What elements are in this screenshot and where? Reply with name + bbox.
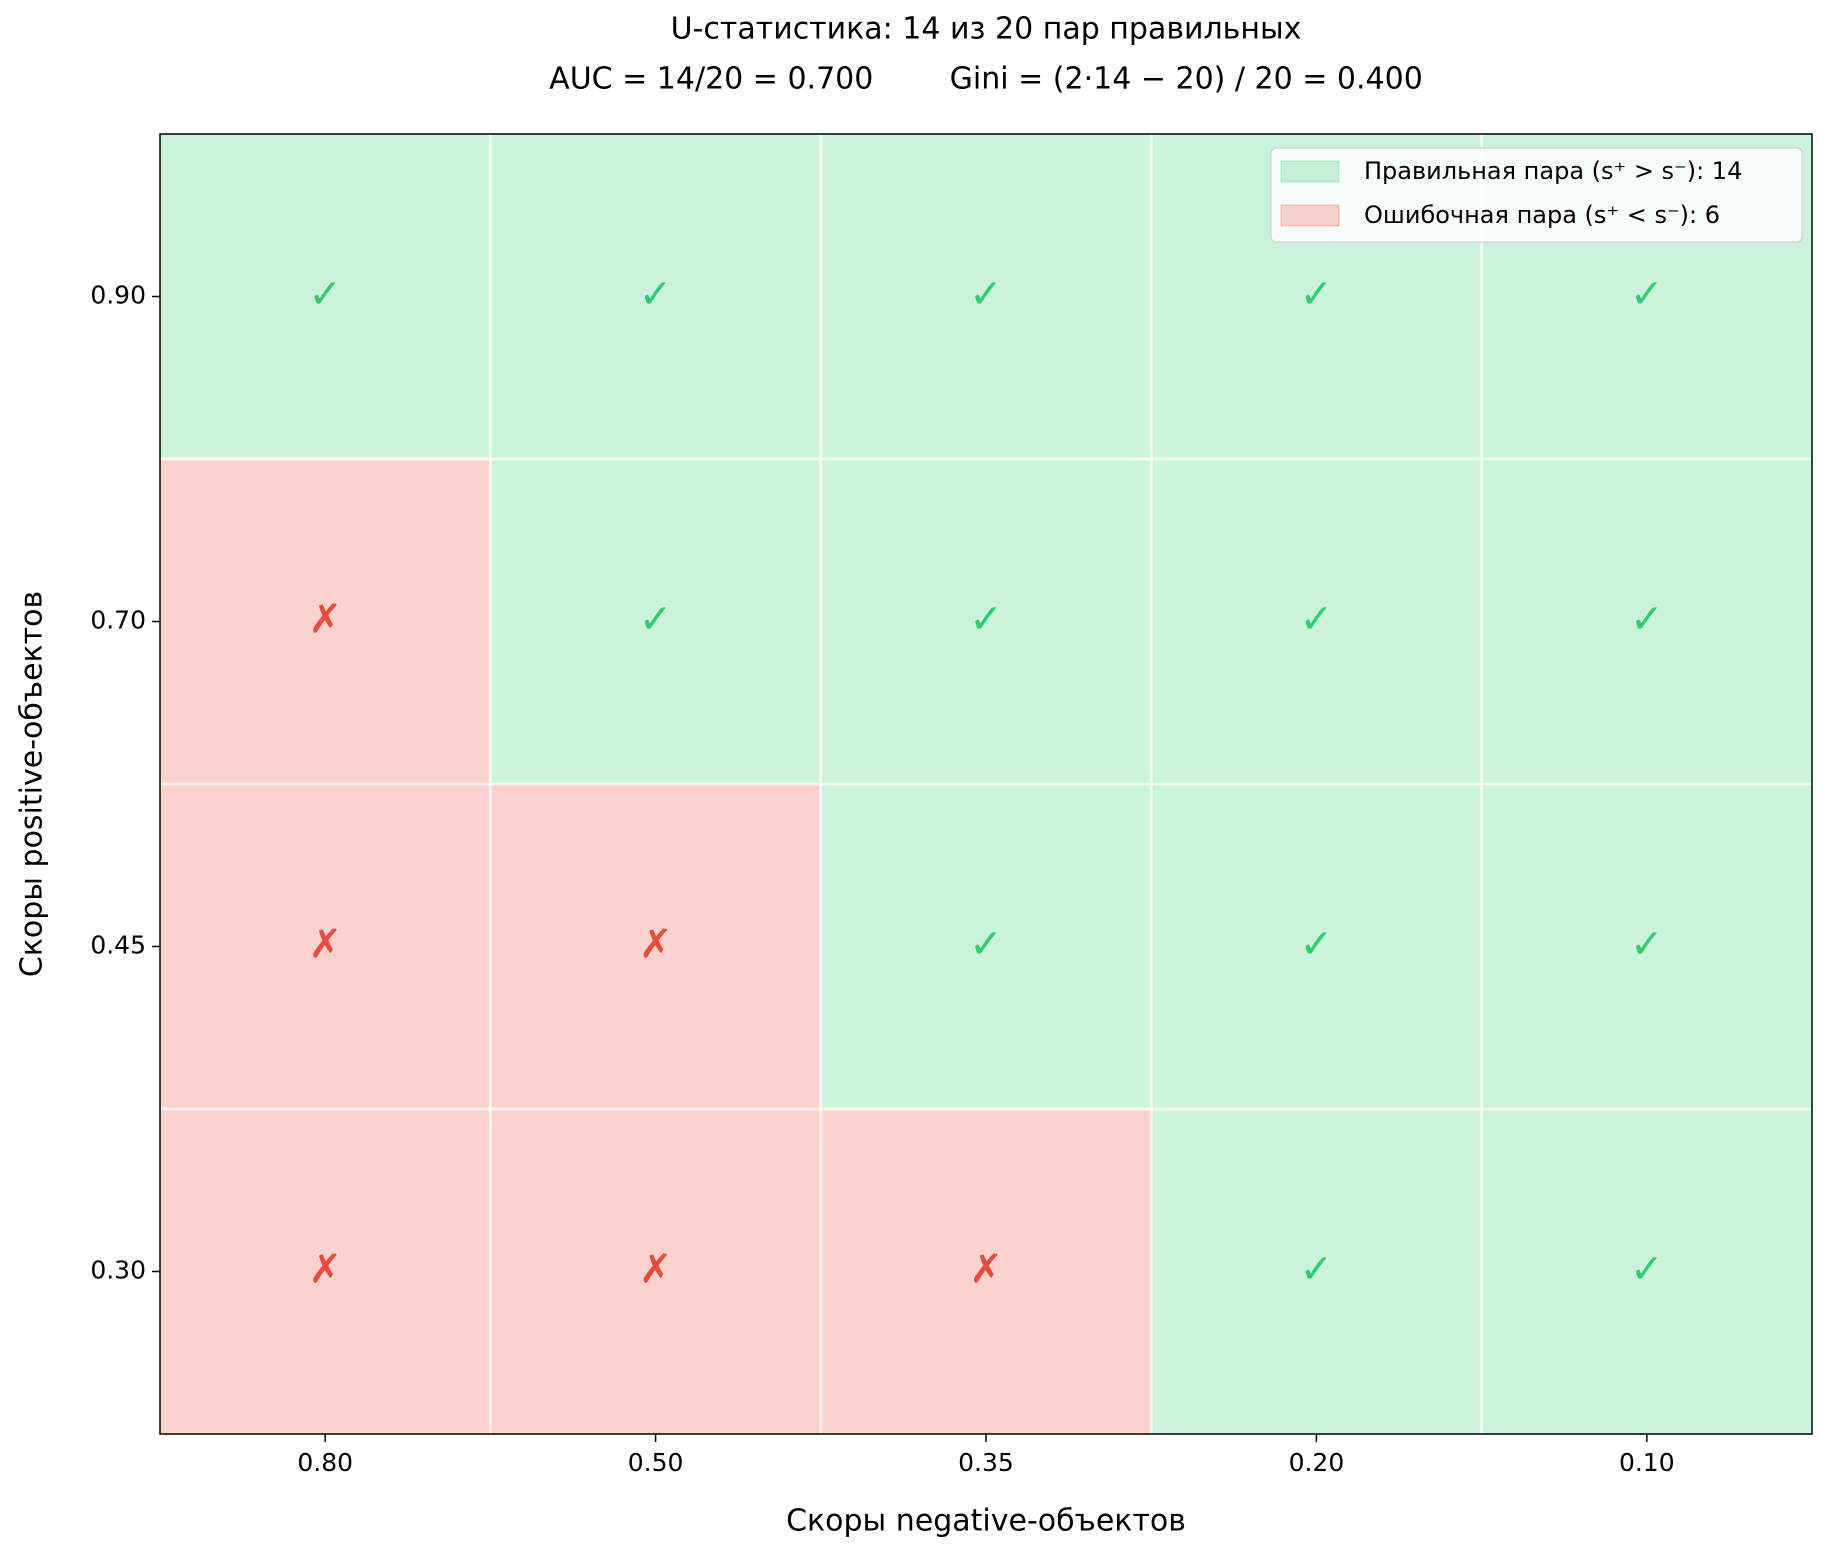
cell-symbol: ✓: [969, 597, 1003, 643]
x-axis-label: Скоры negative-объектов: [786, 1504, 1186, 1539]
cell-symbol: ✓: [1630, 1247, 1664, 1293]
cell-symbol: ✗: [308, 1247, 342, 1293]
cell: [160, 459, 491, 784]
cell-symbol: ✓: [1300, 597, 1334, 643]
cell-symbol: ✓: [1300, 922, 1334, 968]
y-tick-label: 0.45: [90, 931, 146, 960]
cell-symbol: ✓: [1630, 272, 1664, 318]
y-tick-label: 0.90: [90, 281, 146, 310]
cell: [1151, 1109, 1482, 1434]
y-axis-label: Скоры positive-объектов: [15, 591, 50, 977]
cell: [490, 784, 821, 1109]
cell: [490, 459, 821, 784]
x-tick-label: 0.50: [628, 1448, 684, 1477]
cell: [1481, 784, 1812, 1109]
cell: [490, 1109, 821, 1434]
cell: [160, 1109, 491, 1434]
cell: [820, 1109, 1152, 1434]
cell-symbol: ✗: [639, 922, 673, 968]
x-tick-label: 0.10: [1619, 1448, 1675, 1477]
cell: [1481, 1109, 1812, 1434]
cell: [1151, 459, 1482, 784]
legend-swatch: [1280, 160, 1340, 183]
cell-symbol: ✓: [1630, 597, 1664, 643]
cell-symbol: ✗: [639, 1247, 673, 1293]
cell-symbol: ✗: [969, 1247, 1003, 1293]
cell: [160, 134, 491, 459]
y-tick-label: 0.30: [90, 1256, 146, 1285]
cell: [1481, 459, 1812, 784]
cell-symbol: ✓: [969, 922, 1003, 968]
cell-symbol: ✓: [308, 272, 342, 318]
cell-symbol: ✓: [639, 597, 673, 643]
cell: [820, 784, 1152, 1109]
cell-symbol: ✓: [639, 272, 673, 318]
cell: [160, 784, 491, 1109]
cell: [820, 134, 1152, 459]
x-tick-label: 0.35: [958, 1448, 1014, 1477]
cell: [1151, 784, 1482, 1109]
legend-box: [1270, 147, 1803, 243]
x-tick-label: 0.80: [297, 1448, 353, 1477]
cell-symbol: ✓: [1300, 272, 1334, 318]
cell-symbol: ✓: [1300, 1247, 1334, 1293]
y-tick-label: 0.70: [90, 606, 146, 635]
x-tick-label: 0.20: [1289, 1448, 1345, 1477]
legend-label: Правильная пара (s⁺ > s⁻): 14: [1364, 157, 1742, 185]
cell: [490, 134, 821, 459]
chart-title: U-статистика: 14 из 20 пар правильных: [671, 12, 1302, 47]
cell-symbol: ✗: [308, 597, 342, 643]
chart-subtitle: AUC = 14/20 = 0.700 Gini = (2·14 − 20) /…: [549, 62, 1423, 97]
cell-symbol: ✓: [1630, 922, 1664, 968]
legend-label: Ошибочная пара (s⁺ < s⁻): 6: [1364, 201, 1720, 229]
cell: [820, 459, 1152, 784]
legend-swatch: [1280, 204, 1340, 227]
cell-symbol: ✓: [969, 272, 1003, 318]
cell-symbol: ✗: [308, 922, 342, 968]
